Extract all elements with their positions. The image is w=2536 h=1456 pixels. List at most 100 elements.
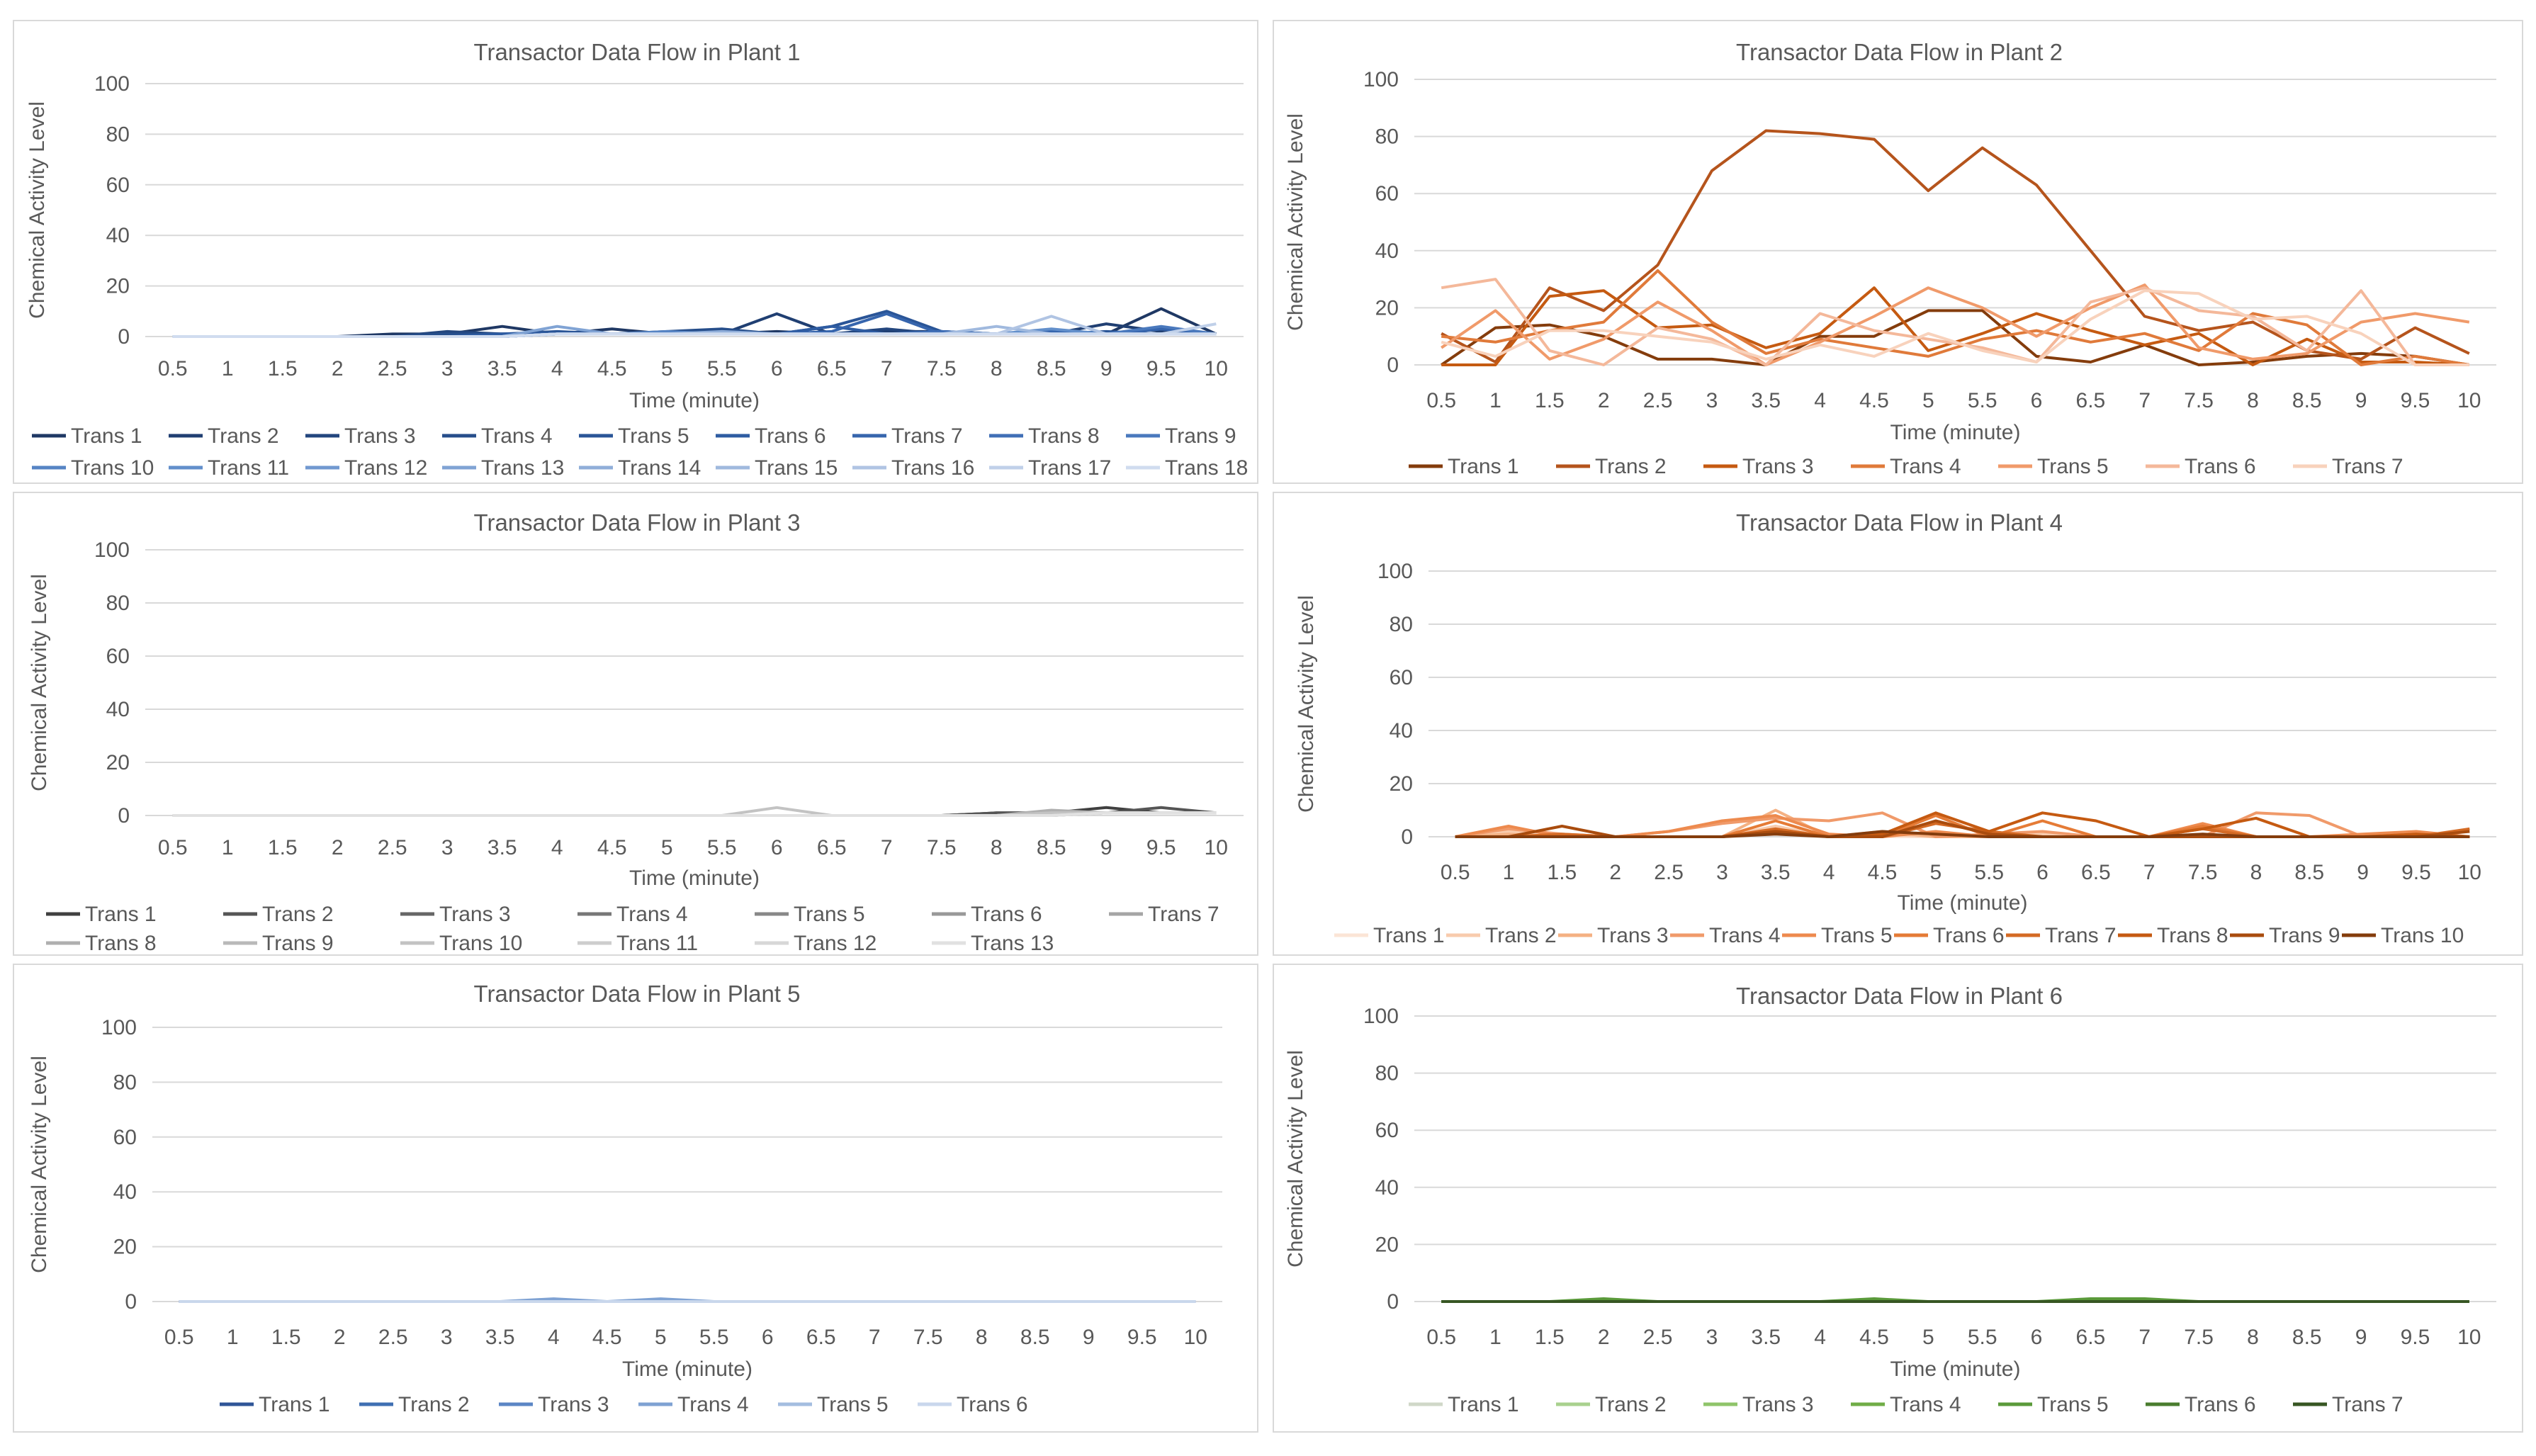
legend-label: Trans 6 — [1933, 924, 2005, 947]
y-axis-label: Chemical Activity Level — [1295, 595, 1318, 813]
y-tick-label: 40 — [113, 1180, 137, 1204]
x-tick-label: 4 — [551, 357, 563, 380]
x-axis-label: Time (minute) — [1890, 421, 2021, 444]
series-line-trans-2 — [1441, 129, 2470, 363]
x-tick-label: 7 — [881, 836, 893, 859]
x-tick-label: 3.5 — [1751, 389, 1781, 412]
chart-title: Transactor Data Flow in Plant 4 — [1736, 509, 2063, 536]
x-tick-label: 2 — [1598, 1326, 1610, 1349]
y-tick-label: 80 — [106, 592, 130, 615]
x-tick-label: 7 — [2138, 1326, 2151, 1349]
x-tick-label: 0.5 — [158, 357, 188, 380]
legend-label: Trans 2 — [1595, 455, 1667, 478]
legend-label: Trans 6 — [957, 1393, 1028, 1416]
x-tick-label: 1.5 — [1535, 389, 1565, 412]
x-tick-label: 1.5 — [268, 357, 298, 380]
y-tick-label: 0 — [1387, 354, 1399, 377]
y-tick-label: 100 — [94, 538, 130, 562]
y-tick-label: 20 — [113, 1236, 137, 1259]
x-tick-label: 6 — [771, 357, 783, 380]
legend-label: Trans 8 — [1028, 424, 1100, 448]
x-tick-label: 9 — [2355, 389, 2367, 412]
legend-label: Trans 3 — [538, 1393, 609, 1416]
x-axis-label: Time (minute) — [622, 1358, 753, 1381]
x-tick-label: 5 — [1922, 1326, 1934, 1349]
x-tick-label: 2 — [1609, 861, 1621, 884]
legend-label: Trans 2 — [398, 1393, 470, 1416]
legend-label: Trans 7 — [1148, 903, 1219, 926]
legend-label: Trans 4 — [1709, 924, 1781, 947]
legend-label: Trans 3 — [439, 903, 511, 926]
x-tick-label: 5.5 — [1968, 389, 1997, 412]
x-tick-label: 9 — [1100, 357, 1112, 380]
legend-label: Trans 8 — [85, 932, 157, 955]
x-tick-label: 7.5 — [2188, 861, 2218, 884]
y-axis-label: Chemical Activity Level — [1284, 1050, 1307, 1268]
series-line-trans-18 — [172, 332, 1217, 338]
x-tick-label: 9.5 — [1127, 1326, 1157, 1349]
chart-plant-2: Transactor Data Flow in Plant 2020406080… — [1284, 39, 2496, 478]
legend-label: Trans 18 — [1165, 456, 1248, 480]
x-tick-label: 9 — [1083, 1326, 1095, 1349]
legend-label: Trans 9 — [2269, 924, 2340, 947]
x-tick-label: 1.5 — [268, 836, 298, 859]
x-tick-label: 1.5 — [1535, 1326, 1565, 1349]
y-tick-label: 80 — [113, 1071, 137, 1094]
y-tick-label: 0 — [118, 804, 130, 828]
y-tick-label: 40 — [1375, 239, 1399, 263]
chart-panel-plant-2: Transactor Data Flow in Plant 2 0 20 40 60 80… — [1273, 20, 2523, 484]
x-tick-label: 4 — [1814, 1326, 1826, 1349]
legend-label: Trans 11 — [208, 456, 289, 480]
chart-plant-1: Transactor Data Flow in Plant 1020406080… — [26, 39, 1248, 480]
x-tick-label: 3 — [1716, 861, 1728, 884]
legend-label: Trans 4 — [481, 424, 553, 448]
chart-plant-5: Transactor Data Flow in Plant 5020406080… — [28, 981, 1222, 1416]
legend-label: Trans 10 — [71, 456, 154, 480]
y-tick-label: 60 — [106, 174, 130, 197]
x-tick-label: 3 — [441, 357, 453, 380]
y-tick-label: 60 — [1375, 182, 1399, 205]
x-tick-label: 6.5 — [817, 357, 847, 380]
y-tick-label: 20 — [106, 751, 130, 774]
legend-label: Trans 3 — [344, 424, 416, 448]
x-tick-label: 4.5 — [1859, 1326, 1889, 1349]
y-tick-label: 20 — [1390, 772, 1413, 796]
x-tick-label: 7.5 — [913, 1326, 943, 1349]
legend-label: Trans 1 — [1373, 924, 1445, 947]
series-line-trans-13 — [172, 811, 1217, 817]
legend-label: Trans 1 — [1448, 1393, 1519, 1416]
y-tick-label: 0 — [125, 1290, 137, 1314]
legend-label: Trans 11 — [616, 932, 698, 955]
x-tick-label: 6 — [771, 836, 783, 859]
x-tick-label: 7 — [2143, 861, 2155, 884]
legend-label: Trans 12 — [344, 456, 427, 480]
legend-label: Trans 10 — [439, 932, 522, 955]
x-tick-label: 4.5 — [597, 836, 627, 859]
y-tick-label: 100 — [1363, 1005, 1399, 1028]
x-tick-label: 3.5 — [1761, 861, 1791, 884]
x-tick-label: 10 — [1205, 357, 1228, 380]
x-tick-label: 5 — [661, 357, 673, 380]
legend-label: Trans 4 — [677, 1393, 749, 1416]
legend-label: Trans 13 — [971, 932, 1054, 955]
x-tick-label: 5 — [655, 1326, 667, 1349]
legend-label: Trans 5 — [618, 424, 689, 448]
y-tick-label: 80 — [1390, 613, 1413, 636]
legend-label: Trans 4 — [1890, 455, 1961, 478]
x-tick-label: 7.5 — [927, 357, 957, 380]
x-tick-label: 4 — [1814, 389, 1826, 412]
x-tick-label: 1.5 — [1548, 861, 1577, 884]
legend-label: Trans 6 — [2185, 1393, 2256, 1416]
y-tick-label: 80 — [106, 123, 130, 146]
x-tick-label: 6.5 — [2076, 1326, 2106, 1349]
series-line-trans-5 — [1441, 283, 2470, 366]
legend-label: Trans 5 — [1821, 924, 1893, 947]
legend-label: Trans 5 — [817, 1393, 889, 1416]
x-tick-label: 2.5 — [378, 836, 407, 859]
x-tick-label: 8 — [991, 836, 1003, 859]
x-tick-label: 9 — [2357, 861, 2369, 884]
x-tick-label: 6 — [2031, 1326, 2043, 1349]
y-tick-label: 60 — [106, 645, 130, 668]
x-tick-label: 8.5 — [1037, 357, 1066, 380]
chart-title: Transactor Data Flow in Plant 1 — [474, 39, 801, 65]
